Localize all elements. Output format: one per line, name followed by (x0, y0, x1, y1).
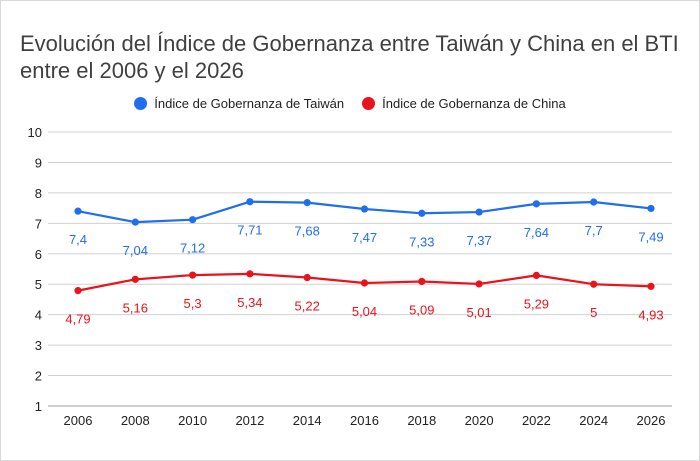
x-tick-label: 2024 (579, 413, 608, 428)
data-point-taiwan (131, 218, 139, 226)
data-label-taiwan: 7,64 (524, 225, 549, 240)
x-tick-label: 2020 (465, 413, 494, 428)
data-label-china: 5,01 (466, 305, 491, 320)
data-point-china (647, 282, 655, 290)
data-point-china (475, 280, 483, 288)
data-label-china: 5,16 (123, 300, 148, 315)
x-tick-label: 2026 (637, 413, 666, 428)
data-point-taiwan (246, 198, 254, 206)
data-label-taiwan: 7,4 (69, 232, 87, 247)
data-point-china (246, 270, 254, 278)
y-tick-label: 5 (35, 277, 42, 292)
y-tick-label: 2 (35, 369, 42, 384)
data-label-china: 5,34 (237, 295, 262, 310)
y-tick-label: 3 (35, 338, 42, 353)
x-tick-label: 2018 (407, 413, 436, 428)
data-point-china (189, 271, 197, 279)
legend-china-swatch (362, 96, 376, 110)
legend-taiwan-label: Índice de Gobernanza de Taiwán (154, 95, 345, 111)
data-point-taiwan (647, 204, 655, 213)
legend-taiwan-swatch (134, 96, 148, 110)
y-tick-label: 7 (35, 216, 42, 231)
data-label-taiwan: 7,47 (352, 230, 377, 245)
data-label-taiwan: 7,37 (466, 233, 491, 248)
data-label-china: 5 (590, 305, 597, 320)
data-point-taiwan (418, 209, 426, 217)
x-tick-label: 2006 (64, 413, 93, 428)
legend-china-label: Índice de Gobernanza de China (382, 95, 566, 111)
data-label-taiwan: 7,33 (409, 234, 434, 249)
data-label-china: 4,79 (65, 312, 90, 327)
x-tick-label: 2012 (235, 413, 264, 428)
data-label-taiwan: 7,7 (585, 223, 603, 238)
data-point-china (360, 279, 369, 287)
data-point-taiwan (360, 205, 369, 213)
data-point-taiwan (303, 199, 311, 207)
data-point-taiwan (189, 216, 197, 224)
y-tick-label: 9 (35, 155, 42, 170)
data-label-china: 5,29 (524, 296, 549, 311)
data-point-taiwan (74, 207, 82, 215)
data-point-china (131, 275, 139, 283)
data-label-china: 5,09 (409, 302, 434, 317)
y-tick-label: 6 (35, 247, 42, 262)
data-label-taiwan: 7,04 (123, 243, 148, 258)
data-label-taiwan: 7,71 (237, 223, 262, 238)
x-tick-label: 2010 (178, 413, 207, 428)
data-label-taiwan: 7,49 (638, 229, 663, 244)
data-point-taiwan (590, 198, 598, 206)
data-label-taiwan: 7,12 (180, 241, 205, 256)
y-tick-label: 1 (35, 399, 42, 414)
x-tick-label: 2008 (121, 413, 150, 428)
data-point-taiwan (475, 208, 483, 216)
chart-legend: Índice de Gobernanza de Taiwán Índice de… (0, 92, 700, 114)
data-label-china: 4,93 (638, 307, 663, 322)
data-label-china: 5,22 (295, 299, 320, 314)
chart-title: Evolución del Índice de Gobernanza entre… (20, 31, 679, 83)
data-point-china (74, 287, 82, 295)
x-tick-label: 2022 (522, 413, 551, 428)
y-tick-label: 8 (35, 186, 42, 201)
y-tick-label: 4 (35, 308, 42, 323)
y-tick-label: 10 (28, 125, 42, 140)
data-label-china: 5,3 (184, 296, 202, 311)
x-tick-label: 2014 (293, 413, 322, 428)
data-point-taiwan (532, 200, 541, 208)
x-tick-label: 2016 (350, 413, 379, 428)
data-point-china (303, 273, 311, 282)
data-point-china (418, 277, 426, 286)
data-label-china: 5,04 (352, 304, 377, 319)
data-label-taiwan: 7,68 (295, 224, 320, 239)
legend-item-taiwan: Índice de Gobernanza de Taiwán (134, 96, 344, 111)
data-point-china (532, 271, 541, 279)
data-point-china (590, 280, 598, 288)
legend-item-china: Índice de Gobernanza de China (362, 96, 566, 111)
